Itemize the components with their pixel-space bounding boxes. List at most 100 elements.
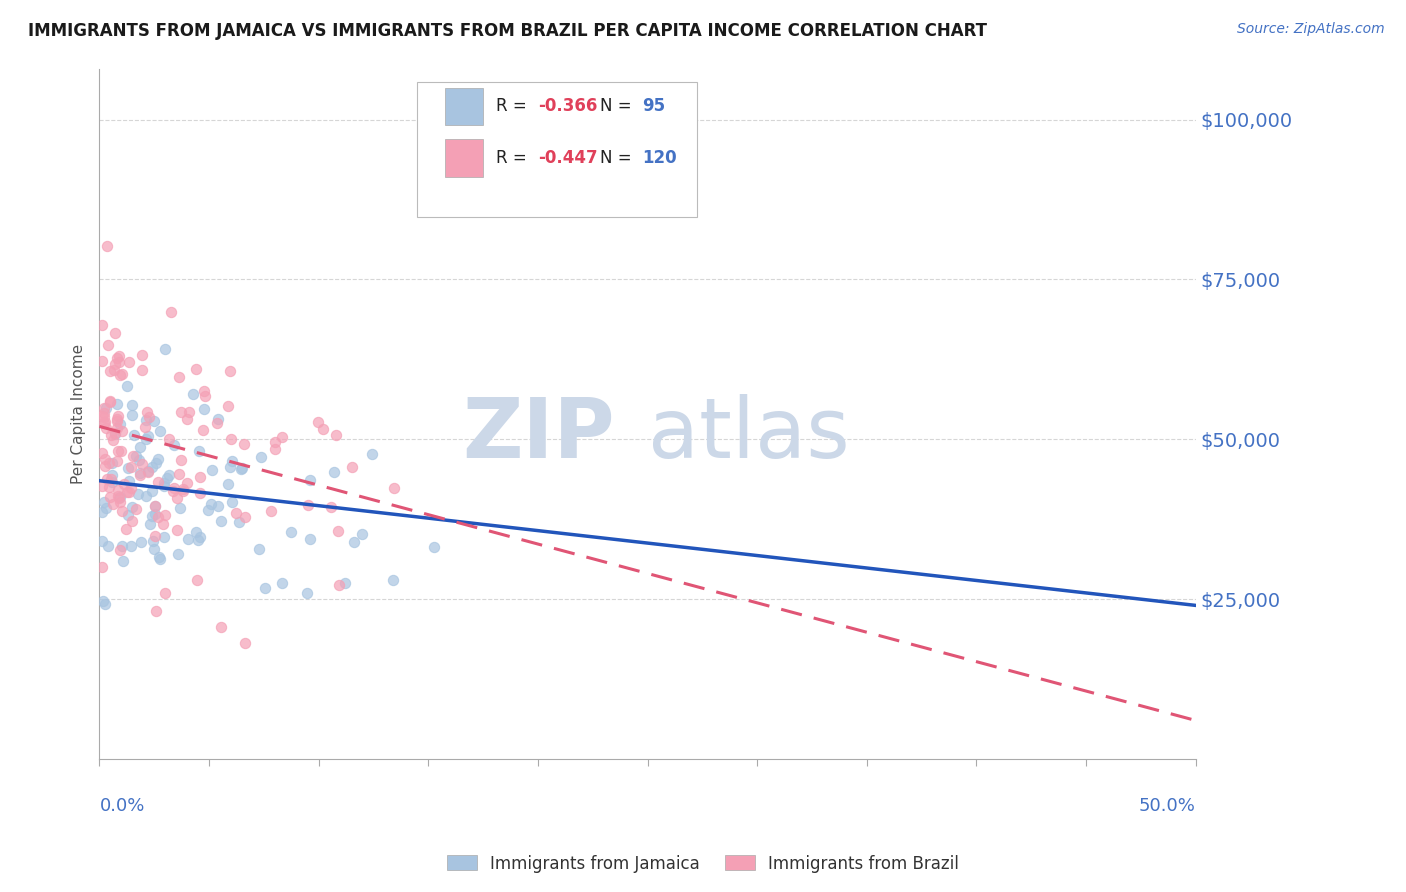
Point — [90, 409, 112, 423]
Point — [107, 443, 129, 458]
Point — [135, 404, 157, 418]
Point — [96, 401, 118, 416]
Point — [153, 530, 176, 544]
Point — [186, 524, 208, 539]
Point — [333, 576, 356, 591]
Point — [120, 539, 142, 553]
Text: R =: R = — [496, 149, 533, 168]
Point — [146, 451, 169, 466]
Point — [104, 357, 127, 371]
Point — [141, 508, 163, 523]
Point — [152, 517, 174, 532]
Text: 0.0%: 0.0% — [100, 797, 145, 814]
Point — [169, 370, 191, 384]
Point — [107, 412, 129, 426]
Point — [120, 481, 142, 495]
Point — [260, 504, 283, 518]
Point — [193, 402, 215, 417]
Point — [205, 417, 228, 431]
Point — [121, 500, 143, 514]
Point — [172, 482, 194, 496]
Point — [90, 479, 112, 493]
Point — [176, 412, 198, 426]
Point — [340, 460, 363, 475]
Point — [169, 500, 191, 515]
Point — [271, 430, 294, 444]
Point — [145, 500, 167, 514]
Point — [108, 495, 131, 509]
Point — [193, 423, 215, 437]
Point — [136, 464, 159, 478]
Point — [97, 539, 120, 553]
Point — [118, 484, 141, 499]
Point — [221, 495, 243, 509]
Point — [233, 636, 256, 650]
Point — [98, 394, 121, 409]
Point — [97, 456, 120, 470]
Point — [93, 417, 115, 431]
Text: atlas: atlas — [648, 394, 849, 475]
Point — [117, 508, 139, 523]
Point — [111, 539, 134, 553]
Point — [307, 415, 329, 429]
Point — [263, 442, 285, 456]
Point — [100, 472, 122, 486]
Point — [96, 472, 118, 486]
Point — [129, 440, 152, 454]
FancyBboxPatch shape — [444, 139, 484, 178]
Point — [312, 422, 335, 436]
Text: 95: 95 — [643, 97, 665, 115]
Point — [328, 577, 350, 591]
Point — [229, 461, 252, 475]
Point — [343, 535, 366, 549]
Point — [197, 502, 219, 516]
Point — [217, 399, 239, 413]
Point — [108, 368, 131, 382]
Point — [98, 480, 121, 494]
Point — [135, 432, 157, 446]
Text: 50.0%: 50.0% — [1139, 797, 1195, 814]
Point — [128, 453, 150, 467]
Point — [128, 468, 150, 483]
Text: IMMIGRANTS FROM JAMAICA VS IMMIGRANTS FROM BRAZIL PER CAPITA INCOME CORRELATION : IMMIGRANTS FROM JAMAICA VS IMMIGRANTS FR… — [28, 22, 987, 40]
Point — [101, 456, 124, 470]
Point — [96, 238, 118, 252]
Point — [157, 432, 180, 446]
Point — [423, 540, 446, 554]
Point — [110, 443, 132, 458]
Point — [280, 525, 302, 540]
Point — [217, 477, 239, 491]
Point — [163, 482, 186, 496]
Point — [139, 517, 162, 532]
Point — [105, 351, 128, 365]
Point — [121, 408, 143, 422]
Point — [129, 466, 152, 480]
Point — [148, 475, 170, 489]
Point — [297, 498, 319, 512]
Point — [201, 463, 224, 477]
Point — [112, 476, 135, 491]
Point — [323, 465, 346, 479]
Point — [382, 481, 405, 495]
Point — [115, 379, 138, 393]
Point — [187, 533, 209, 548]
Point — [121, 514, 143, 528]
Point — [135, 489, 157, 503]
Point — [93, 451, 115, 466]
Point — [169, 467, 191, 482]
Point — [135, 413, 157, 427]
Point — [188, 444, 211, 458]
Point — [156, 471, 179, 485]
Point — [264, 435, 287, 450]
Point — [298, 473, 321, 487]
Point — [247, 542, 270, 557]
Point — [149, 424, 172, 438]
Point — [207, 499, 229, 513]
Point — [100, 475, 122, 489]
Point — [127, 487, 149, 501]
Text: ZIP: ZIP — [463, 394, 614, 475]
Point — [94, 421, 117, 435]
Point — [253, 581, 276, 595]
Text: -0.366: -0.366 — [538, 97, 598, 115]
Point — [209, 514, 232, 528]
